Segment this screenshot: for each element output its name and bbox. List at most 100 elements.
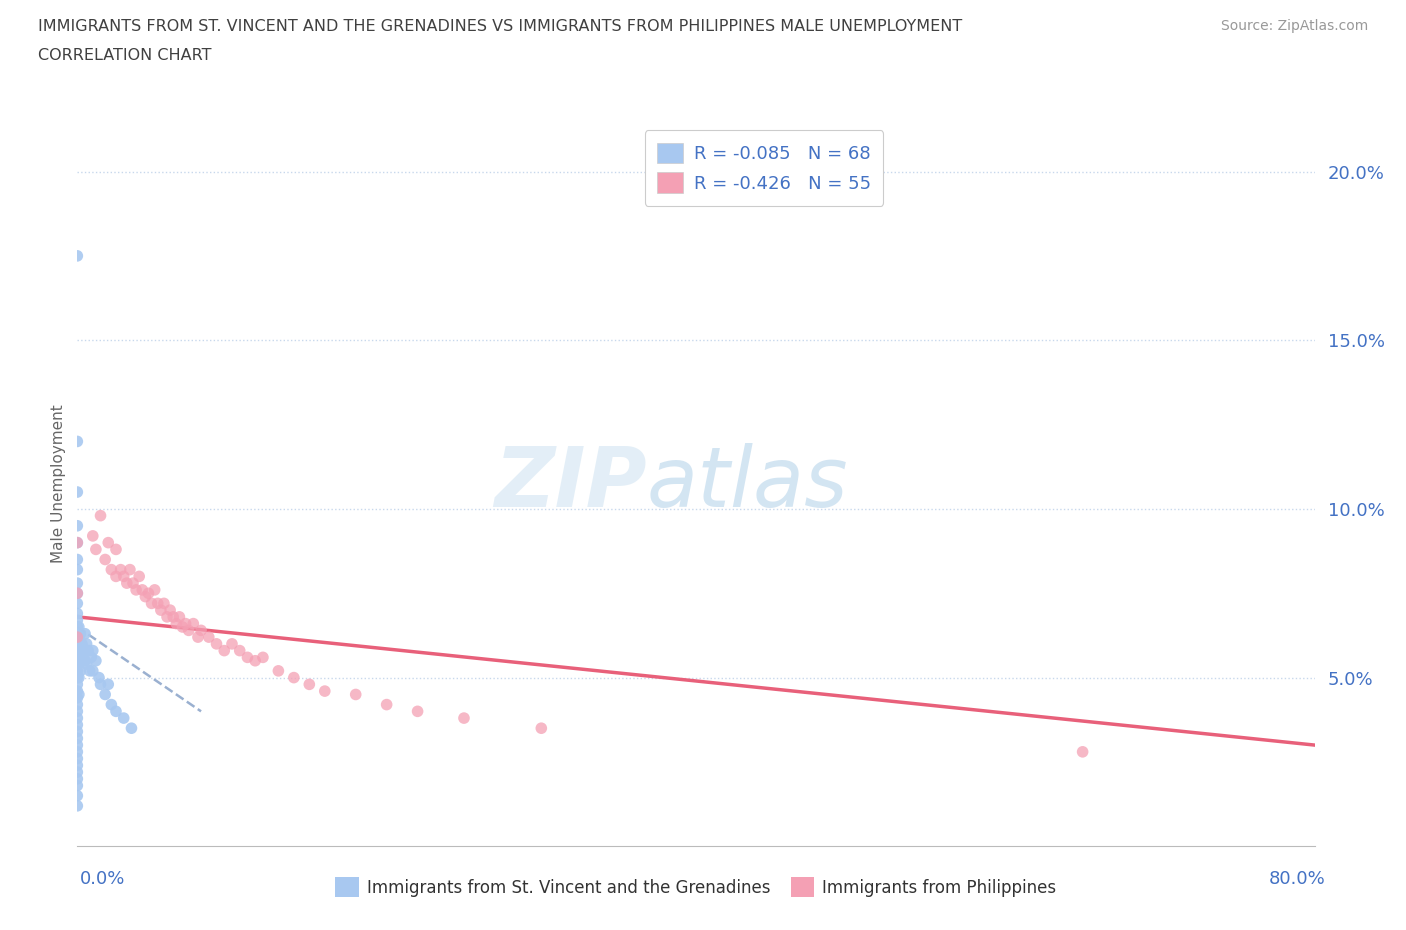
Point xyxy=(283,671,305,685)
Point xyxy=(165,617,187,631)
Point xyxy=(375,698,398,712)
Point xyxy=(87,671,110,685)
Point xyxy=(221,636,243,651)
Point xyxy=(84,542,107,557)
Point xyxy=(67,630,90,644)
Point xyxy=(344,687,367,702)
Point xyxy=(90,677,111,692)
Point xyxy=(67,619,90,634)
Point xyxy=(159,603,181,618)
Point xyxy=(66,671,89,685)
Point xyxy=(79,663,101,678)
Point xyxy=(82,528,104,543)
Point xyxy=(94,687,117,702)
Point xyxy=(66,650,89,665)
Point xyxy=(125,582,148,597)
Point xyxy=(66,586,89,601)
Point xyxy=(66,630,89,644)
Point xyxy=(115,576,138,591)
Point xyxy=(162,609,184,624)
Point xyxy=(156,609,179,624)
Point xyxy=(66,248,89,263)
Point xyxy=(97,677,120,692)
Point xyxy=(214,644,236,658)
Point xyxy=(66,535,89,550)
Point xyxy=(66,717,89,732)
Point xyxy=(66,518,89,533)
Text: Source: ZipAtlas.com: Source: ZipAtlas.com xyxy=(1220,19,1368,33)
Point xyxy=(66,606,89,621)
Text: 0.0%: 0.0% xyxy=(80,870,125,887)
Point xyxy=(66,744,89,759)
Point xyxy=(149,603,172,618)
Point xyxy=(112,711,135,725)
Point xyxy=(66,771,89,786)
Point xyxy=(267,663,290,678)
Point xyxy=(84,653,107,668)
Point xyxy=(80,650,103,665)
Point xyxy=(94,552,117,567)
Point xyxy=(453,711,475,725)
Point xyxy=(90,508,111,523)
Point xyxy=(1071,744,1094,759)
Text: 80.0%: 80.0% xyxy=(1270,870,1326,887)
Point xyxy=(66,663,89,678)
Point xyxy=(66,434,89,449)
Point xyxy=(110,563,132,578)
Point xyxy=(100,563,122,578)
Y-axis label: Male Unemployment: Male Unemployment xyxy=(51,405,66,563)
Point xyxy=(118,563,141,578)
Point xyxy=(112,569,135,584)
Point xyxy=(105,542,127,557)
Point xyxy=(66,690,89,705)
Point xyxy=(228,644,252,658)
Point xyxy=(122,576,145,591)
Point xyxy=(406,704,429,719)
Point xyxy=(67,644,90,658)
Point xyxy=(67,653,90,668)
Point xyxy=(75,653,96,668)
Point xyxy=(72,644,94,658)
Point xyxy=(69,626,91,641)
Point xyxy=(298,677,321,692)
Point xyxy=(236,650,259,665)
Point xyxy=(82,663,104,678)
Point xyxy=(76,636,98,651)
Point xyxy=(67,671,90,685)
Point xyxy=(66,737,89,752)
Point xyxy=(70,636,93,651)
Point xyxy=(134,590,156,604)
Point xyxy=(66,630,89,644)
Point xyxy=(66,789,89,804)
Point xyxy=(66,798,89,813)
Point xyxy=(66,552,89,567)
Point xyxy=(66,764,89,779)
Point xyxy=(530,721,553,736)
Point xyxy=(66,698,89,712)
Point xyxy=(66,485,89,499)
Point xyxy=(146,596,169,611)
Point xyxy=(66,704,89,719)
Point xyxy=(141,596,163,611)
Point xyxy=(198,630,221,644)
Point xyxy=(190,623,212,638)
Point xyxy=(131,582,153,597)
Point xyxy=(174,617,197,631)
Text: ZIP: ZIP xyxy=(494,443,647,525)
Point xyxy=(66,758,89,773)
Point xyxy=(66,677,89,692)
Point xyxy=(138,586,160,601)
Point xyxy=(66,563,89,578)
Text: IMMIGRANTS FROM ST. VINCENT AND THE GRENADINES VS IMMIGRANTS FROM PHILIPPINES MA: IMMIGRANTS FROM ST. VINCENT AND THE GREN… xyxy=(38,19,962,33)
Point xyxy=(66,711,89,725)
Point xyxy=(169,609,191,624)
Point xyxy=(143,582,166,597)
Point xyxy=(77,644,100,658)
Legend: Immigrants from St. Vincent and the Grenadines, Immigrants from Philippines: Immigrants from St. Vincent and the Gren… xyxy=(329,870,1063,903)
Point xyxy=(66,596,89,611)
Point xyxy=(66,751,89,766)
Text: CORRELATION CHART: CORRELATION CHART xyxy=(38,48,211,63)
Text: atlas: atlas xyxy=(647,443,848,525)
Point xyxy=(105,704,127,719)
Point xyxy=(314,684,336,698)
